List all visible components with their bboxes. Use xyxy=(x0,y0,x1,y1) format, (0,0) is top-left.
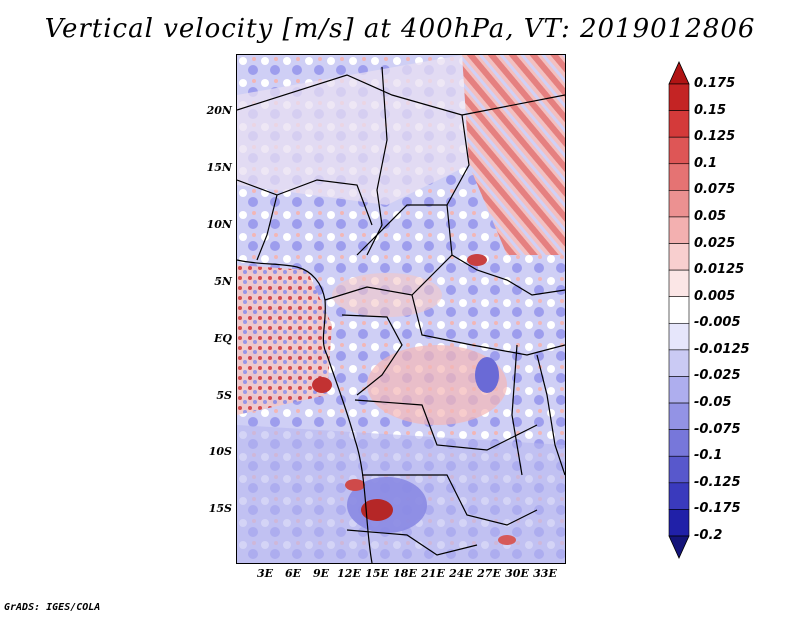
lat-label: 5S xyxy=(216,389,232,402)
lat-label: 15S xyxy=(208,502,232,515)
lon-label: 33E xyxy=(533,567,557,580)
colorbar-label: -0.1 xyxy=(694,448,723,464)
colorbar-bin xyxy=(668,402,690,430)
colorbar-bin xyxy=(668,136,690,165)
colorbar-bin xyxy=(668,376,690,404)
colorbar-label: -0.0125 xyxy=(694,341,750,357)
colorbar-label: 0.0125 xyxy=(694,262,745,278)
lat-label: 5N xyxy=(214,275,232,288)
colorbar-label: -0.025 xyxy=(694,368,741,384)
colorbar-label: 0.15 xyxy=(694,102,727,118)
lon-label: 15E xyxy=(365,567,389,580)
lat-label: 10N xyxy=(206,218,232,231)
lat-label: 15N xyxy=(206,161,232,174)
colorbar-label: 0.1 xyxy=(694,155,718,171)
colorbar-label: -0.05 xyxy=(694,395,732,411)
colorbar-label: -0.075 xyxy=(694,421,741,437)
colorbar-bin xyxy=(668,83,690,111)
colorbar-bin xyxy=(668,349,690,377)
colorbar-label: 0.05 xyxy=(694,208,727,224)
colorbar-bin xyxy=(668,190,690,218)
colorbar-label: 0.005 xyxy=(694,288,736,304)
lon-label: 9E xyxy=(312,567,330,580)
lon-label: 24E xyxy=(449,567,473,580)
colorbar-bin xyxy=(668,322,690,351)
colorbar-bin xyxy=(668,429,690,457)
colorbar-bin xyxy=(668,243,690,271)
colorbar-bin xyxy=(668,163,690,191)
lat-label: 10S xyxy=(208,445,232,458)
colorbar-bin xyxy=(668,110,690,138)
lon-label: 12E xyxy=(337,567,361,580)
colorbar-bottom-arrow xyxy=(668,535,690,559)
map-field xyxy=(237,55,565,563)
map-panel xyxy=(236,54,566,564)
colorbar-label: -0.005 xyxy=(694,315,741,331)
colorbar-bin xyxy=(668,269,690,298)
colorbar-bin xyxy=(668,216,690,244)
colorbar-label: 0.125 xyxy=(694,129,736,145)
lon-label: 6E xyxy=(284,567,302,580)
chart-title: Vertical velocity [m/s] at 400hPa, VT: 2… xyxy=(44,14,756,44)
colorbar-label: 0.175 xyxy=(694,76,736,91)
colorbar-label: -0.175 xyxy=(694,501,741,517)
colorbar-label: 0.075 xyxy=(694,182,736,198)
colorbar xyxy=(668,61,690,559)
credit-text: GrADS: IGES/COLA xyxy=(4,602,101,613)
lon-label: 27E xyxy=(477,567,501,580)
lat-label: 20N xyxy=(206,104,232,117)
colorbar-bin xyxy=(668,509,690,537)
lat-label: EQ xyxy=(214,332,232,345)
lon-label: 18E xyxy=(393,567,417,580)
colorbar-label: 0.025 xyxy=(694,235,736,251)
colorbar-bin xyxy=(668,482,690,510)
lon-label: 3E xyxy=(256,567,274,580)
colorbar-top-arrow xyxy=(668,61,690,85)
colorbar-label: -0.125 xyxy=(694,474,741,490)
colorbar-bin xyxy=(668,455,690,484)
lon-label: 21E xyxy=(421,567,445,580)
lon-label: 30E xyxy=(505,567,529,580)
colorbar-bin xyxy=(668,296,690,324)
colorbar-label: -0.2 xyxy=(694,528,723,543)
